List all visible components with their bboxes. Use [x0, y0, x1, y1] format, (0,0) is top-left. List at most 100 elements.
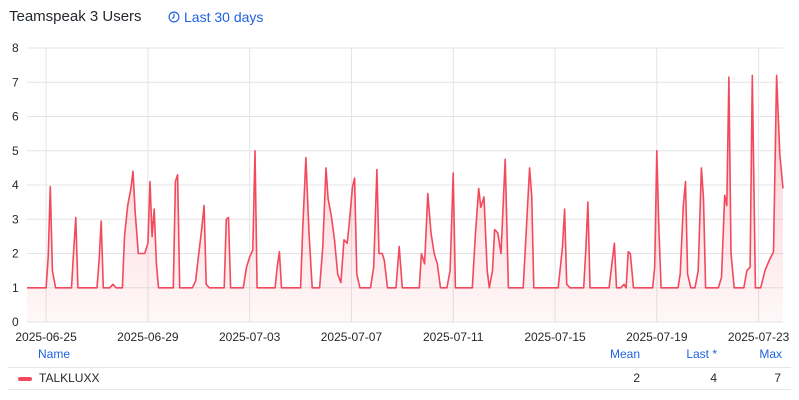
data-point [782, 188, 784, 190]
data-point [639, 287, 641, 289]
y-tick-label: 1 [12, 281, 19, 295]
data-point [776, 75, 778, 77]
data-point [124, 236, 126, 238]
data-point [548, 287, 550, 289]
series-line[interactable] [27, 74, 784, 289]
data-point [141, 253, 143, 255]
legend-mean-value: 2 [633, 371, 640, 385]
data-point [583, 287, 585, 289]
data-point [616, 287, 618, 289]
y-tick-label: 2 [12, 247, 19, 261]
data-point [395, 287, 397, 289]
time-range-picker[interactable]: Last 30 days [168, 9, 263, 25]
legend-table: Name Mean Last * Max TALKLUXX 2 4 7 [0, 340, 799, 400]
x-tick-label: 2025-07-11 [423, 330, 484, 344]
data-point [281, 287, 283, 289]
panel-title[interactable]: Teamspeak 3 Users [9, 8, 142, 25]
data-point [489, 287, 491, 289]
data-point [705, 287, 707, 289]
data-point [252, 249, 254, 251]
data-point [340, 282, 342, 284]
data-point [138, 253, 140, 255]
data-point [740, 287, 742, 289]
data-point [274, 287, 276, 289]
legend-header-max[interactable]: Max [759, 347, 782, 361]
data-point [564, 208, 566, 210]
data-point [494, 229, 496, 231]
data-point [55, 287, 57, 289]
data-point [486, 270, 488, 272]
data-point [440, 287, 442, 289]
data-point [455, 287, 457, 289]
data-point [467, 287, 469, 289]
data-point [679, 273, 681, 275]
y-tick-label: 6 [12, 110, 19, 124]
data-point [198, 253, 200, 255]
data-point [721, 277, 723, 279]
data-point [427, 193, 429, 195]
data-point [149, 181, 151, 183]
data-point [112, 284, 114, 286]
clock-icon [168, 11, 180, 23]
data-point [293, 287, 295, 289]
legend-header-last[interactable]: Last * [686, 347, 717, 361]
y-tick-label: 3 [12, 212, 19, 226]
data-point [529, 167, 531, 169]
data-point [656, 150, 658, 152]
data-point [90, 287, 92, 289]
data-point [319, 287, 321, 289]
data-point [201, 225, 203, 227]
data-point [623, 284, 625, 286]
data-point [580, 287, 582, 289]
data-point [268, 287, 270, 289]
data-point [185, 287, 187, 289]
data-point [424, 263, 426, 265]
series-layer [27, 74, 784, 323]
x-tick-label: 2025-07-15 [524, 330, 586, 344]
data-point [45, 287, 47, 289]
data-point [480, 207, 482, 209]
series-color-swatch[interactable] [18, 377, 32, 381]
data-point [373, 266, 375, 268]
data-point [156, 263, 158, 265]
legend-series-name[interactable]: TALKLUXX [39, 371, 100, 385]
data-point [203, 205, 205, 207]
data-point [228, 217, 230, 219]
data-point [508, 287, 510, 289]
time-series-chart[interactable]: 0 1 2 3 4 5 6 7 8 2025-06-25 2025-06-29 2025-07-03… [0, 0, 799, 345]
data-point [236, 287, 238, 289]
data-point [47, 256, 49, 258]
data-point [601, 287, 603, 289]
data-point [625, 287, 627, 289]
y-tick-label: 0 [12, 315, 19, 329]
data-point [134, 212, 136, 214]
data-point [531, 195, 533, 197]
legend-header-name[interactable]: Name [38, 347, 71, 361]
x-tick-label: 2025-06-29 [117, 330, 179, 344]
data-point [660, 287, 662, 289]
data-point [109, 287, 111, 289]
data-point [633, 287, 635, 289]
data-point [746, 270, 748, 272]
panel-header: Teamspeak 3 Users Last 30 days [0, 0, 799, 34]
data-point [98, 260, 100, 262]
legend-header-mean[interactable]: Mean [609, 347, 640, 361]
data-point [226, 219, 228, 221]
data-point [764, 270, 766, 272]
data-point [504, 159, 506, 161]
data-point [359, 287, 361, 289]
data-point [33, 287, 35, 289]
legend-row[interactable]: TALKLUXX 2 4 7 [8, 367, 791, 390]
data-point [100, 220, 102, 222]
data-point [376, 169, 378, 171]
data-point [608, 287, 610, 289]
data-point [173, 287, 175, 289]
data-point [262, 287, 264, 289]
data-point [96, 287, 98, 289]
data-point [673, 287, 675, 289]
data-point [115, 287, 117, 289]
data-point [697, 270, 699, 272]
data-point [562, 246, 564, 248]
data-point [773, 251, 775, 253]
data-point [384, 260, 386, 262]
